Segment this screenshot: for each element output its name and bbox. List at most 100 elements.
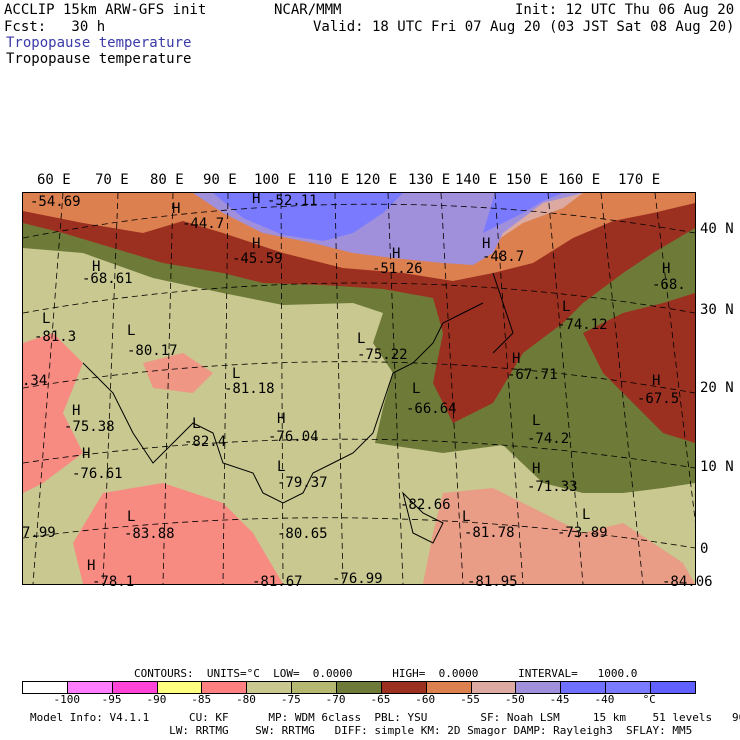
colorbar-swatch — [471, 682, 517, 693]
colorbar-label: -85 — [191, 693, 212, 706]
colorbar-label: -75 — [280, 693, 301, 706]
colorbar-label: -80 — [236, 693, 256, 706]
temperature-value: -76.99 — [332, 571, 383, 587]
salmon-patch-pacific — [423, 488, 695, 584]
graticule — [22, 192, 704, 585]
high-marker: H — [252, 191, 261, 207]
temperature-value: -81.67 — [252, 574, 303, 590]
temperature-value: -82.4 — [184, 434, 227, 450]
colorbar-label: -100 — [53, 693, 81, 706]
high-marker: H — [512, 351, 521, 367]
low-marker: L — [127, 509, 136, 525]
colorbar-swatch — [292, 682, 338, 693]
colorbar-label: -55 — [460, 693, 480, 706]
high-marker: H — [532, 461, 541, 477]
philippines-outline — [402, 491, 444, 544]
colorbar-swatch — [561, 682, 607, 693]
forecast-hour: Fcst: 30 h — [4, 19, 106, 35]
lat-label: 10 N — [700, 459, 734, 475]
high-marker: H — [392, 246, 401, 262]
salmon-patch-india — [143, 353, 213, 393]
colorbar-swatch — [651, 682, 695, 693]
field-title-contour: Tropopause temperature — [6, 51, 192, 67]
temperature-value: .34 — [22, 373, 48, 389]
temperature-value: -51.26 — [372, 261, 423, 277]
colorbar-swatch — [426, 682, 472, 693]
lat-label: 0 — [700, 541, 709, 557]
colorbar-label: -45 — [549, 693, 570, 706]
temperature-value: -71.33 — [527, 479, 578, 495]
high-marker: H — [92, 259, 101, 275]
high-marker: H — [252, 236, 261, 252]
temperature-value: -82.66 — [400, 497, 451, 513]
colorbar-label: -70 — [325, 693, 346, 706]
lon-label: 170 E — [618, 172, 661, 188]
temperature-value: -84.06 — [662, 574, 713, 590]
salmon-patch-west — [23, 333, 83, 493]
temperature-value: 7.99 — [22, 525, 56, 541]
temperature-value: -81.18 — [224, 381, 275, 397]
coastline — [82, 302, 484, 504]
blue-region-east — [483, 193, 563, 233]
colorbar-swatch — [23, 682, 68, 693]
temperature-value: -68. — [652, 277, 686, 293]
colorbar — [22, 681, 696, 694]
low-marker: L — [582, 507, 591, 523]
low-marker: L — [357, 331, 366, 347]
colorbar-swatch — [67, 682, 113, 693]
lat-label: 40 N — [700, 221, 734, 237]
high-marker: H — [482, 236, 491, 252]
temperature-value: -81.78 — [464, 525, 515, 541]
contours-info: CONTOURS: UNITS=°C LOW= 0.0000 HIGH= 0.0… — [134, 667, 638, 680]
valid-time: Valid: 18 UTC Fri 07 Aug 20 (03 JST Sat … — [313, 19, 735, 35]
temperature-value: -75.38 — [64, 419, 115, 435]
colorbar-swatch — [157, 682, 203, 693]
colorbar-label: -65 — [370, 693, 391, 706]
map-svg — [22, 192, 704, 585]
model-title: ACCLIP 15km ARW-GFS init — [4, 2, 207, 18]
map-panel — [22, 192, 704, 585]
temperature-value: -66.64 — [406, 401, 457, 417]
temperature-value: -78.1 — [92, 574, 135, 590]
institution-label: NCAR/MMM — [274, 2, 342, 18]
temperature-value: -79.37 — [277, 475, 328, 491]
lon-label: 150 E — [506, 172, 549, 188]
init-time: Init: 12 UTC Thu 06 Aug 20 — [515, 2, 735, 18]
temperature-value: -81.3 — [34, 329, 77, 345]
blue-region — [213, 193, 403, 241]
high-marker: H — [82, 446, 91, 462]
low-marker: L — [42, 311, 51, 327]
lon-label: 100 E — [254, 172, 297, 188]
temperature-value: -73.89 — [557, 525, 608, 541]
low-marker: L — [192, 416, 201, 432]
model-info-line2: LW: RRTMG SW: RRTMG DIFF: simple KM: 2D … — [30, 724, 693, 737]
temperature-value: -83.88 — [124, 526, 175, 542]
temperature-value: -45.59 — [232, 251, 283, 267]
low-marker: L — [277, 459, 286, 475]
colorbar-label: -60 — [415, 693, 436, 706]
temperature-value: -48.7 — [482, 249, 525, 265]
temperature-value: -68.61 — [82, 271, 133, 287]
colorbar-swatch — [516, 682, 562, 693]
east-red-patch — [583, 293, 695, 443]
colorbar-swatch — [202, 682, 248, 693]
temperature-value: -76.61 — [72, 466, 123, 482]
temperature-value: -80.65 — [277, 526, 328, 542]
lon-label: 130 E — [408, 172, 451, 188]
temperature-value: -74.2 — [527, 431, 570, 447]
lon-label: 160 E — [558, 172, 601, 188]
high-marker: H — [662, 261, 671, 277]
low-marker: L — [412, 381, 421, 397]
lat-label: 20 N — [700, 380, 734, 396]
temperature-value: -54.69 — [30, 194, 81, 210]
low-marker: L — [562, 299, 571, 315]
lon-label: 90 E — [203, 172, 237, 188]
colorbar-label: °C — [642, 693, 656, 706]
temperature-value: -74.12 — [557, 317, 608, 333]
temperature-value: -67.71 — [507, 367, 558, 383]
high-marker: H — [87, 558, 96, 574]
temperature-value: -75.22 — [357, 347, 408, 363]
temperature-value: -67.5 — [637, 391, 680, 407]
colorbar-swatch — [112, 682, 158, 693]
lon-label: 120 E — [355, 172, 398, 188]
